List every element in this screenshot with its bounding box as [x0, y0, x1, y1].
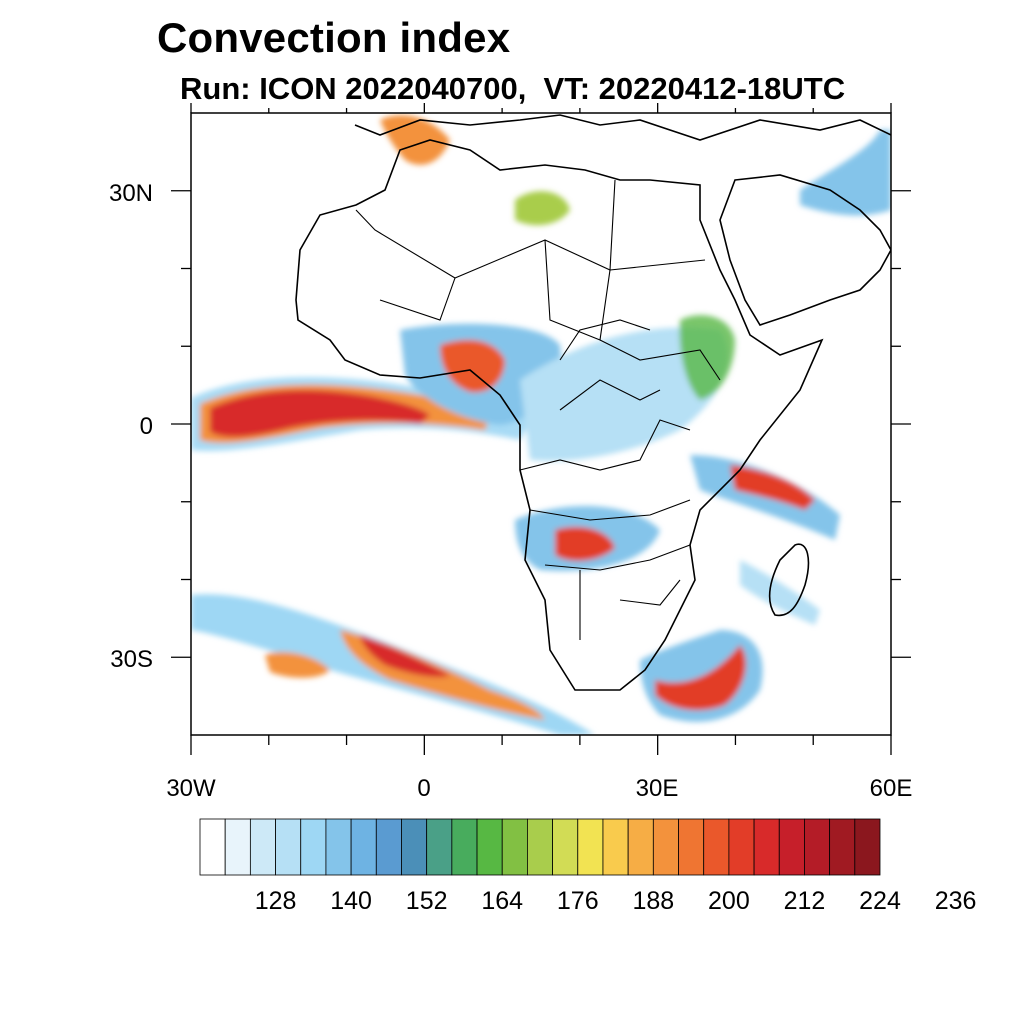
- colorbar-swatch: [199, 818, 226, 876]
- colorbar-swatch: [854, 818, 881, 876]
- colorbar-swatch: [703, 818, 730, 876]
- colorbar-label: 164: [481, 887, 524, 915]
- field-south-high: [555, 526, 615, 561]
- colorbar-swatch: [602, 818, 629, 876]
- colorbar-label: 224: [859, 887, 901, 915]
- field-ethiopia-low: [679, 315, 735, 400]
- lon-label-60e: 60E: [869, 775, 913, 802]
- country-borders: [355, 179, 721, 640]
- colorbar-swatch: [753, 818, 780, 876]
- colorbar-swatch: [426, 818, 453, 876]
- colorbar-swatch: [501, 818, 528, 876]
- africa-coastline: [295, 139, 824, 691]
- colorbar-swatch: [627, 818, 654, 876]
- arabia: [719, 174, 891, 326]
- colorbar-swatch: [577, 818, 604, 876]
- colorbar-swatch: [778, 818, 805, 876]
- convection-field: [191, 115, 891, 735]
- lat-label-30s: 30S: [110, 646, 153, 673]
- map-plot-area: [191, 114, 891, 735]
- axis-ticks: [171, 103, 911, 755]
- colorbar-swatch: [224, 818, 251, 876]
- colorbar-label: 128: [254, 887, 297, 915]
- field-nigeria-high: [440, 340, 505, 393]
- madagascar: [768, 543, 810, 617]
- field-sw-blob: [265, 652, 330, 678]
- field-eastafrica-high: [730, 465, 815, 510]
- colorbar-swatch: [350, 818, 377, 876]
- lat-label-30n: 30N: [108, 180, 153, 207]
- colorbar-label: 236: [934, 887, 977, 915]
- field-north-2: [515, 191, 570, 226]
- colorbar-swatch: [451, 818, 478, 876]
- colorbar-swatch: [552, 818, 579, 876]
- colorbar-swatch: [652, 818, 679, 876]
- map-subtitle: Run: ICON 2022040700, VT: 20220412-18UTC: [180, 71, 846, 106]
- lon-label-0: 0: [417, 775, 431, 802]
- colorbar-swatch: [476, 818, 503, 876]
- colorbar-label: 152: [405, 887, 448, 915]
- colorbar-swatch: [275, 818, 302, 876]
- field-se-high: [655, 645, 746, 711]
- field-sw-high: [360, 635, 450, 677]
- field-eastafrica-low: [690, 455, 840, 540]
- colorbar-swatch: [678, 818, 705, 876]
- colorbar-swatch: [829, 818, 856, 876]
- colorbar-swatch: [249, 818, 276, 876]
- field-arabia: [800, 130, 891, 216]
- field-central-low: [520, 327, 728, 461]
- colorbar-label: 140: [330, 887, 372, 915]
- field-madagascar: [740, 560, 820, 625]
- colorbar-swatch: [804, 818, 831, 876]
- field-atlantic-high: [210, 390, 430, 437]
- colorbar-swatch: [527, 818, 553, 876]
- colorbar-label: 188: [632, 887, 675, 915]
- colorbar-swatch: [401, 818, 428, 876]
- map-title: Convection index: [157, 14, 511, 61]
- colorbar-label: 200: [708, 887, 750, 915]
- colorbar-swatch: [300, 818, 327, 876]
- colorbar-label: 176: [556, 887, 599, 915]
- colorbar: [199, 818, 881, 876]
- lat-label-eq: 0: [139, 413, 153, 440]
- colorbar-swatch: [728, 818, 755, 876]
- coastlines: [295, 114, 891, 691]
- europe-south: [354, 114, 891, 141]
- colorbar-swatch: [375, 818, 402, 876]
- colorbar-swatch: [325, 818, 352, 876]
- lon-label-30e: 30E: [635, 775, 679, 802]
- lon-label-30w: 30W: [166, 775, 216, 802]
- colorbar-label: 212: [783, 887, 826, 915]
